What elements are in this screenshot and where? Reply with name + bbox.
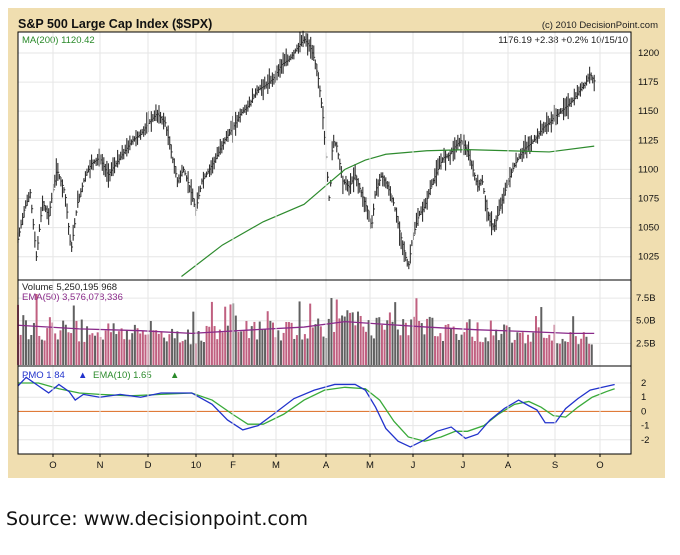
volume-tick-label: 5.0B xyxy=(636,316,656,327)
x-tick-label: D xyxy=(145,460,152,471)
pmo-ema-up-arrow-icon: ▲ xyxy=(170,370,179,381)
price-tick-label: 1125 xyxy=(638,135,658,146)
price-tick-label: 1075 xyxy=(638,193,659,204)
price-tick-label: 1200 xyxy=(638,48,659,59)
x-tick-label: O xyxy=(49,460,56,471)
price-panel xyxy=(17,31,632,281)
price-y-axis: 1025 1050 1075 1100 1125 1150 1175 1200 xyxy=(638,48,659,263)
price-tick-label: 1050 xyxy=(638,223,659,234)
pmo-line xyxy=(17,376,615,448)
volume-y-axis: 2.5B 5.0B 7.5B xyxy=(636,293,656,349)
pmo-tick-label: 0 xyxy=(641,406,646,417)
x-tick-label: F xyxy=(230,460,236,471)
x-tick-label: O xyxy=(596,460,603,471)
price-tick-label: 1100 xyxy=(638,164,658,175)
price-tick-label: 1175 xyxy=(638,77,658,88)
x-axis: O N D 10 F M A M J J A S O xyxy=(49,32,604,471)
panel-border xyxy=(17,365,632,455)
x-tick-label: J xyxy=(411,460,416,471)
chart-title: S&P 500 Large Cap Index ($SPX) xyxy=(18,17,212,31)
volume-label: Volume 5,250,195,968 xyxy=(22,282,117,293)
x-tick-label: 10 xyxy=(191,460,202,471)
pmo-grid xyxy=(18,382,631,441)
pmo-tick-label: 1 xyxy=(641,392,646,403)
volume-ema-label: EMA(50) 3,576,078,336 xyxy=(22,292,123,303)
source-caption: Source: www.decisionpoint.com xyxy=(6,508,309,530)
pmo-lines xyxy=(17,376,615,448)
ma200-label: MA(200) 1120.42 xyxy=(22,35,95,46)
volume-bars xyxy=(17,293,593,365)
x-tick-label: S xyxy=(552,460,558,471)
x-tick-label: A xyxy=(505,460,512,471)
x-tick-label: J xyxy=(461,460,466,471)
x-tick-label: M xyxy=(366,460,374,471)
spx-chart: S&P 500 Large Cap Index ($SPX) (c) 2010 … xyxy=(17,17,659,471)
pmo-tick-label: 2 xyxy=(641,378,646,389)
quote-label: 1176.19 +2.38 +0.2% 10/15/10 xyxy=(498,35,628,46)
volume-ema-line xyxy=(17,320,595,335)
pmo-up-arrow-icon: ▲ xyxy=(78,370,87,381)
volume-tick-label: 7.5B xyxy=(636,293,656,304)
chart-frame: S&P 500 Large Cap Index ($SPX) (c) 2010 … xyxy=(8,8,665,478)
pmo-ema-label: EMA(10) 1.65 xyxy=(93,370,152,381)
x-tick-label: A xyxy=(323,460,330,471)
price-tick-label: 1025 xyxy=(638,252,659,263)
x-tick-label: M xyxy=(272,460,280,471)
pmo-tick-label: -1 xyxy=(641,421,649,432)
pmo-y-axis: 2 1 0 -1 -2 xyxy=(641,378,649,446)
price-tick-label: 1150 xyxy=(638,106,658,117)
volume-tick-label: 2.5B xyxy=(636,338,656,349)
pmo-tick-label: -2 xyxy=(641,435,649,446)
pmo-label: PMO 1.84 xyxy=(22,370,65,381)
x-tick-label: N xyxy=(97,460,104,471)
copyright-label: (c) 2010 DecisionPoint.com xyxy=(542,20,658,31)
volume-ema-line xyxy=(17,320,595,335)
